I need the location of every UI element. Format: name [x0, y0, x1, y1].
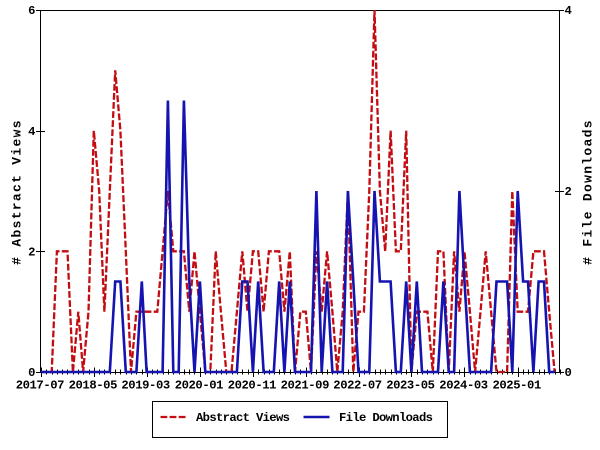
svg-text:0: 0 [28, 366, 35, 380]
svg-text:# File Downloads: # File Downloads [580, 119, 595, 265]
svg-text:2: 2 [28, 246, 35, 260]
svg-text:File Downloads: File Downloads [339, 411, 433, 425]
svg-text:6: 6 [28, 4, 35, 18]
svg-text:2019-03: 2019-03 [121, 379, 169, 393]
svg-text:2021-09: 2021-09 [281, 379, 329, 393]
svg-text:2018-05: 2018-05 [69, 379, 117, 393]
svg-text:# Abstract Views: # Abstract Views [10, 119, 25, 265]
svg-text:0: 0 [565, 366, 572, 380]
svg-text:2025-01: 2025-01 [492, 379, 540, 393]
svg-text:2: 2 [565, 185, 572, 199]
svg-text:2020-01: 2020-01 [175, 379, 223, 393]
svg-text:4: 4 [28, 125, 35, 139]
svg-text:2024-03: 2024-03 [439, 379, 487, 393]
svg-text:2017-07: 2017-07 [16, 379, 64, 393]
svg-text:2022-07: 2022-07 [333, 379, 381, 393]
svg-text:4: 4 [565, 4, 572, 18]
svg-text:Abstract Views: Abstract Views [196, 411, 290, 425]
svg-text:2020-11: 2020-11 [228, 379, 276, 393]
svg-text:2023-05: 2023-05 [386, 379, 434, 393]
